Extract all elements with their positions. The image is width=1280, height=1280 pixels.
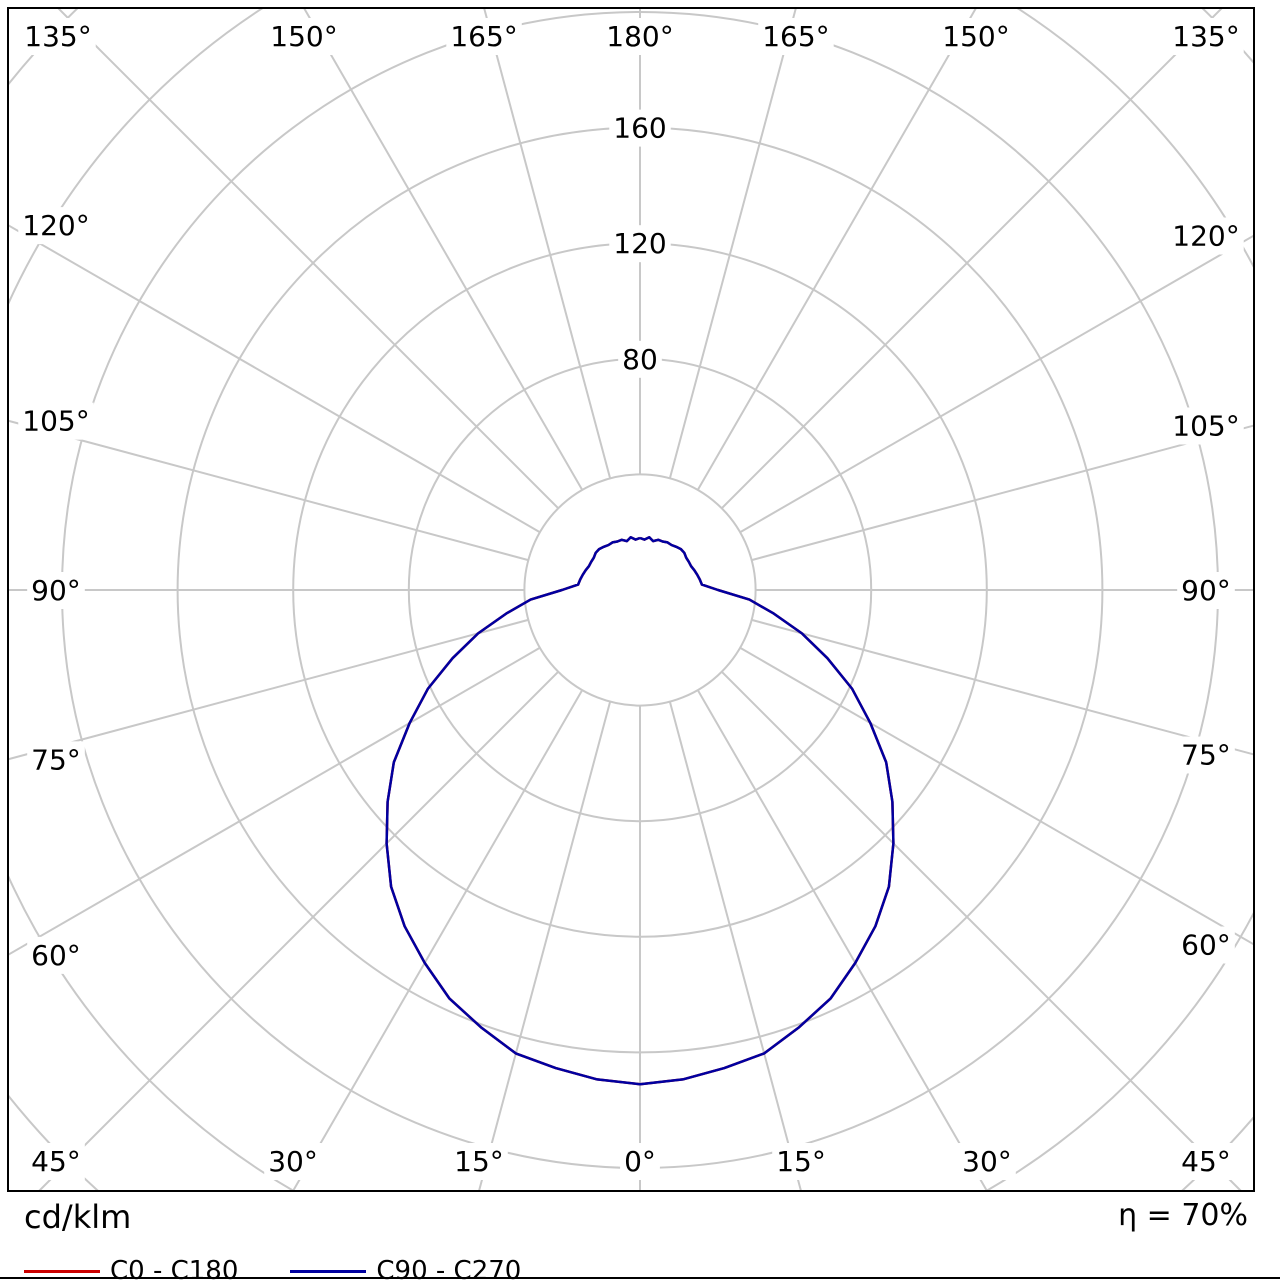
svg-text:0°: 0° bbox=[624, 1145, 656, 1178]
efficiency-label: η = 70% bbox=[1118, 1198, 1248, 1233]
legend-item-c90-c270: C90 - C270 bbox=[290, 1256, 521, 1280]
c90-c270-curve bbox=[385, 536, 895, 1086]
svg-text:120°: 120° bbox=[22, 209, 89, 242]
svg-text:75°: 75° bbox=[31, 743, 81, 776]
svg-text:105°: 105° bbox=[1172, 409, 1239, 442]
legend: C0 - C180 C90 - C270 bbox=[24, 1256, 521, 1280]
legend-label-c90-c270: C90 - C270 bbox=[376, 1256, 522, 1280]
svg-text:30°: 30° bbox=[962, 1145, 1012, 1178]
svg-text:90°: 90° bbox=[1181, 574, 1231, 607]
polar-intensity-chart: 80 120 160 0° 15° 15° 30° 30° 45° 45° 60° 60° 75° 75°… bbox=[7, 7, 1255, 1192]
svg-text:75°: 75° bbox=[1181, 739, 1231, 772]
svg-text:120: 120 bbox=[613, 227, 666, 260]
bottom-rule bbox=[0, 1277, 1280, 1279]
svg-text:135°: 135° bbox=[1172, 20, 1239, 53]
c90-c270-line-swatch bbox=[290, 1269, 367, 1273]
legend-item-c0-c180: C0 - C180 bbox=[24, 1256, 238, 1280]
svg-text:30°: 30° bbox=[268, 1145, 318, 1178]
svg-text:105°: 105° bbox=[22, 405, 89, 438]
svg-text:150°: 150° bbox=[270, 20, 337, 53]
svg-text:165°: 165° bbox=[762, 20, 829, 53]
svg-text:120°: 120° bbox=[1172, 220, 1239, 253]
svg-text:80: 80 bbox=[622, 343, 658, 376]
svg-text:90°: 90° bbox=[31, 574, 81, 607]
svg-text:165°: 165° bbox=[450, 20, 517, 53]
svg-text:45°: 45° bbox=[31, 1145, 81, 1178]
legend-label-c0-c180: C0 - C180 bbox=[110, 1256, 239, 1280]
svg-text:180°: 180° bbox=[606, 20, 673, 53]
svg-text:15°: 15° bbox=[776, 1145, 826, 1178]
svg-text:15°: 15° bbox=[454, 1145, 504, 1178]
chart-frame bbox=[7, 7, 1255, 1192]
c0-c180-line-swatch bbox=[24, 1269, 100, 1273]
svg-text:160: 160 bbox=[613, 112, 666, 145]
svg-text:135°: 135° bbox=[24, 20, 91, 53]
svg-text:150°: 150° bbox=[942, 20, 1009, 53]
svg-text:60°: 60° bbox=[31, 939, 81, 972]
svg-text:45°: 45° bbox=[1181, 1145, 1231, 1178]
unit-label: cd/klm bbox=[24, 1198, 132, 1236]
axis-labels: 80 120 160 0° 15° 15° 30° 30° 45° 45° 60° 60° 75° 75°… bbox=[18, 18, 1244, 1180]
svg-text:60°: 60° bbox=[1181, 928, 1231, 961]
polar-grid bbox=[8, 8, 1254, 1191]
